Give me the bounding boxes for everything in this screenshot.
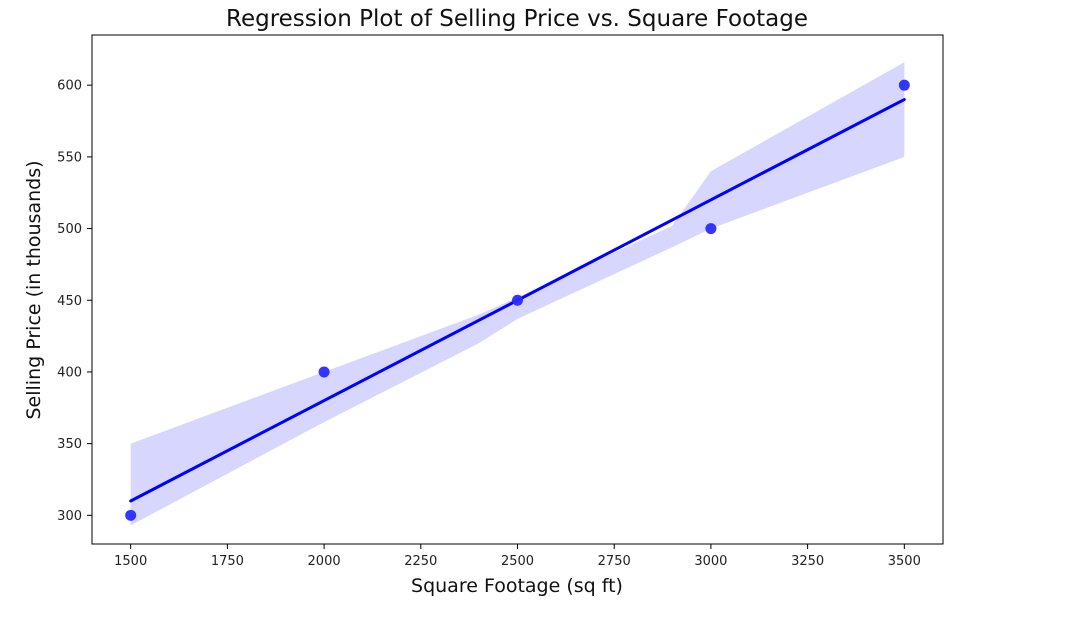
data-point <box>125 509 137 521</box>
x-tick-label: 2000 <box>308 554 341 569</box>
confidence-band <box>130 62 905 526</box>
y-axis-label: Selling Price (in thousands) <box>23 160 45 419</box>
x-tick-label: 2250 <box>404 554 437 569</box>
data-point <box>512 294 523 306</box>
plot-area <box>125 62 910 526</box>
x-tick-label: 3000 <box>694 554 727 569</box>
data-point <box>318 366 330 378</box>
y-tick-label: 500 <box>57 222 82 237</box>
y-tick-label: 400 <box>57 365 82 380</box>
y-tick-label: 300 <box>57 509 82 524</box>
x-tick-label: 3250 <box>791 554 824 569</box>
y-tick-label: 450 <box>57 294 82 309</box>
y-tick-label: 350 <box>57 437 82 452</box>
y-tick-label: 550 <box>57 150 82 165</box>
x-axis: 1500 1750 2000 2250 2500 2750 3000 3250 3500 <box>114 544 921 569</box>
x-axis-label: Square Footage (sq ft) <box>411 575 623 597</box>
y-tick-label: 600 <box>57 79 82 94</box>
x-tick-label: 2750 <box>598 554 631 569</box>
y-axis: 300 350 400 450 500 550 600 <box>57 79 92 524</box>
data-point <box>705 223 717 235</box>
x-tick-label: 3500 <box>888 554 921 569</box>
data-point <box>898 79 910 91</box>
x-tick-label: 2500 <box>501 554 534 569</box>
x-tick-label: 1750 <box>211 554 244 569</box>
x-tick-label: 1500 <box>114 554 147 569</box>
chart-title: Regression Plot of Selling Price vs. Squ… <box>226 6 808 32</box>
